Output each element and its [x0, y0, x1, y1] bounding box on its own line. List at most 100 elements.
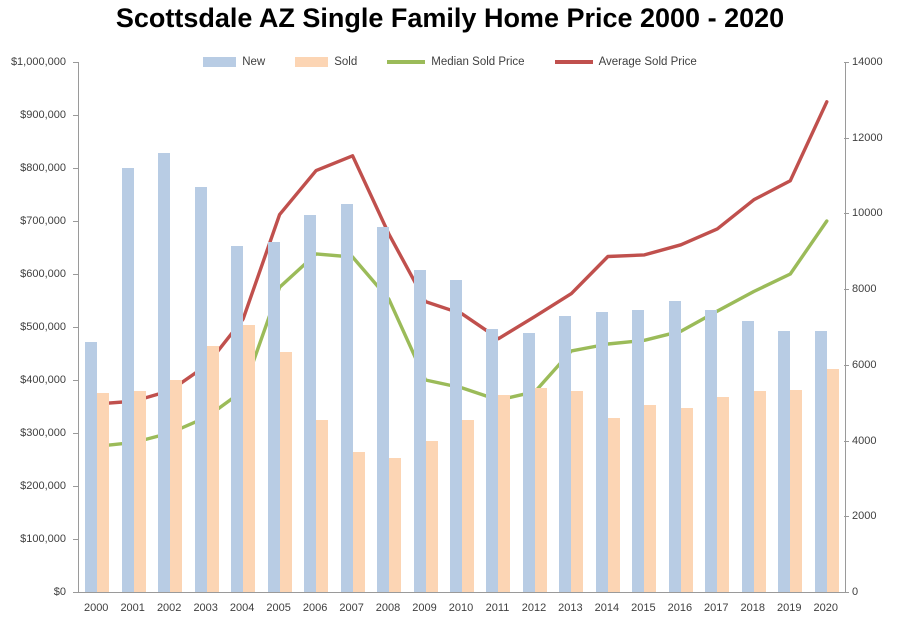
bar-sold-2004 — [243, 325, 256, 592]
left-axis-tick — [73, 274, 78, 275]
right-axis-tick-label: 12000 — [852, 131, 883, 144]
bar-new-2000 — [85, 342, 98, 592]
bar-new-2007 — [340, 204, 353, 592]
bar-sold-2013 — [571, 391, 584, 592]
left-axis-tick — [73, 115, 78, 116]
left-axis-tick-label: $300,000 — [20, 427, 66, 439]
right-axis-tick — [844, 364, 849, 366]
bar-sold-2016 — [680, 408, 693, 592]
right-axis: 0 2000 4000 6000 8000 10000 12000 14000 — [852, 56, 898, 598]
right-axis-tick-label: 8000 — [852, 283, 877, 296]
x-axis-label-2003: 2003 — [193, 602, 218, 614]
bar-sold-2014 — [607, 417, 620, 592]
bar-new-2017 — [705, 310, 718, 592]
left-axis-tick — [73, 592, 78, 593]
bar-new-2005 — [267, 241, 280, 592]
legend-item-sold: Sold — [295, 56, 357, 68]
bar-sold-2017 — [717, 397, 730, 592]
bar-new-2013 — [559, 315, 572, 592]
right-axis-tick-label: 14000 — [852, 56, 883, 68]
line-median-sold-price — [95, 219, 829, 448]
x-axis-label-2000: 2000 — [83, 602, 109, 614]
x-axis-label-2009: 2009 — [412, 602, 437, 614]
x-axis-label-2012: 2012 — [521, 602, 547, 614]
legend-label: New — [242, 56, 266, 68]
bar-sold-2015 — [644, 404, 657, 592]
right-axis-tick — [844, 440, 849, 442]
left-axis-tick-label: $600,000 — [20, 268, 66, 280]
bar-new-2015 — [632, 310, 645, 592]
bar-sold-2012 — [534, 387, 547, 592]
bar-sold-2006 — [316, 419, 329, 592]
left-axis-tick — [73, 486, 78, 487]
legend-bar-swatch-new — [203, 57, 237, 67]
left-axis-tick-label: $400,000 — [20, 374, 66, 386]
left-axis-tick — [73, 327, 78, 328]
x-axis-label-2006: 2006 — [302, 602, 328, 614]
bar-sold-2002 — [170, 380, 183, 592]
bar-new-2019 — [778, 330, 791, 592]
left-axis-tick — [73, 62, 78, 63]
right-axis-tick-label: 10000 — [852, 207, 883, 220]
left-axis-tick-label: $700,000 — [20, 215, 66, 227]
right-axis-tick — [844, 62, 849, 63]
bar-sold-2001 — [133, 391, 146, 592]
x-axis-label-2013: 2013 — [558, 602, 583, 614]
legend-bar-swatch-sold — [295, 57, 329, 67]
left-axis-tick-label: $900,000 — [20, 109, 66, 121]
left-axis-tick-label: $500,000 — [20, 321, 66, 333]
bar-new-2020 — [814, 330, 827, 592]
bar-sold-2019 — [790, 389, 803, 592]
legend-line-swatch-median-sold-price — [387, 60, 426, 64]
bar-new-2004 — [231, 245, 244, 592]
x-axis-label-2004: 2004 — [229, 602, 255, 614]
x-axis-label-2011: 2011 — [485, 602, 510, 614]
bar-sold-2020 — [826, 368, 839, 592]
line-average-sold-price — [95, 100, 829, 406]
right-axis-tick-label: 4000 — [852, 434, 877, 447]
left-axis-tick — [73, 539, 78, 540]
left-axis-tick-label: $800,000 — [20, 162, 66, 174]
bar-new-2018 — [741, 321, 754, 592]
bar-new-2016 — [668, 300, 681, 592]
bar-new-2010 — [450, 279, 462, 592]
left-axis-tick — [73, 168, 78, 169]
right-axis-tick-label: 6000 — [852, 358, 877, 371]
left-axis-tick — [73, 221, 78, 222]
x-axis-label-2002: 2002 — [156, 602, 182, 614]
bar-new-2001 — [121, 168, 134, 592]
x-axis-label-2005: 2005 — [266, 602, 291, 614]
x-axis-label-2015: 2015 — [631, 602, 656, 614]
bar-new-2012 — [522, 332, 535, 592]
right-axis-tick-label: 0 — [852, 586, 859, 598]
x-axis-label-2001: 2001 — [120, 602, 145, 614]
x-axis-label-2010: 2010 — [448, 602, 474, 614]
x-axis-label-2016: 2016 — [667, 602, 693, 614]
bar-new-2014 — [595, 311, 608, 592]
bar-new-2011 — [486, 328, 499, 592]
legend-label: Average Sold Price — [598, 56, 697, 68]
bar-new-2008 — [377, 226, 390, 592]
legend-item-median-sold-price: Median Sold Price — [387, 56, 525, 68]
bar-sold-2007 — [352, 451, 365, 592]
left-axis-tick-label: $200,000 — [20, 480, 66, 492]
right-axis-tick — [844, 137, 849, 139]
x-axis-label-2008: 2008 — [375, 602, 401, 614]
bar-sold-2009 — [425, 440, 438, 592]
bar-new-2009 — [413, 270, 426, 592]
bar-new-2002 — [158, 152, 171, 592]
x-axis: 2000 2001 2002 2003 2004 2005 2006 2007 2008 2009… — [78, 601, 844, 617]
left-axis-tick-label: $0 — [53, 586, 66, 598]
bar-sold-2018 — [753, 391, 766, 592]
legend-label: Median Sold Price — [431, 56, 525, 68]
right-axis-tick — [844, 592, 849, 593]
bar-sold-2008 — [389, 457, 402, 592]
legend-item-new: New — [203, 56, 265, 68]
bar-new-2006 — [304, 215, 317, 592]
plot-area — [78, 62, 846, 593]
chart-title: Scottsdale AZ Single Family Home Price 2… — [115, 3, 785, 33]
left-axis-tick — [73, 380, 78, 381]
x-axis-label-2018: 2018 — [740, 602, 766, 614]
chart-legend: New Sold Median Sold Price Average Sold Pri… — [0, 53, 900, 71]
